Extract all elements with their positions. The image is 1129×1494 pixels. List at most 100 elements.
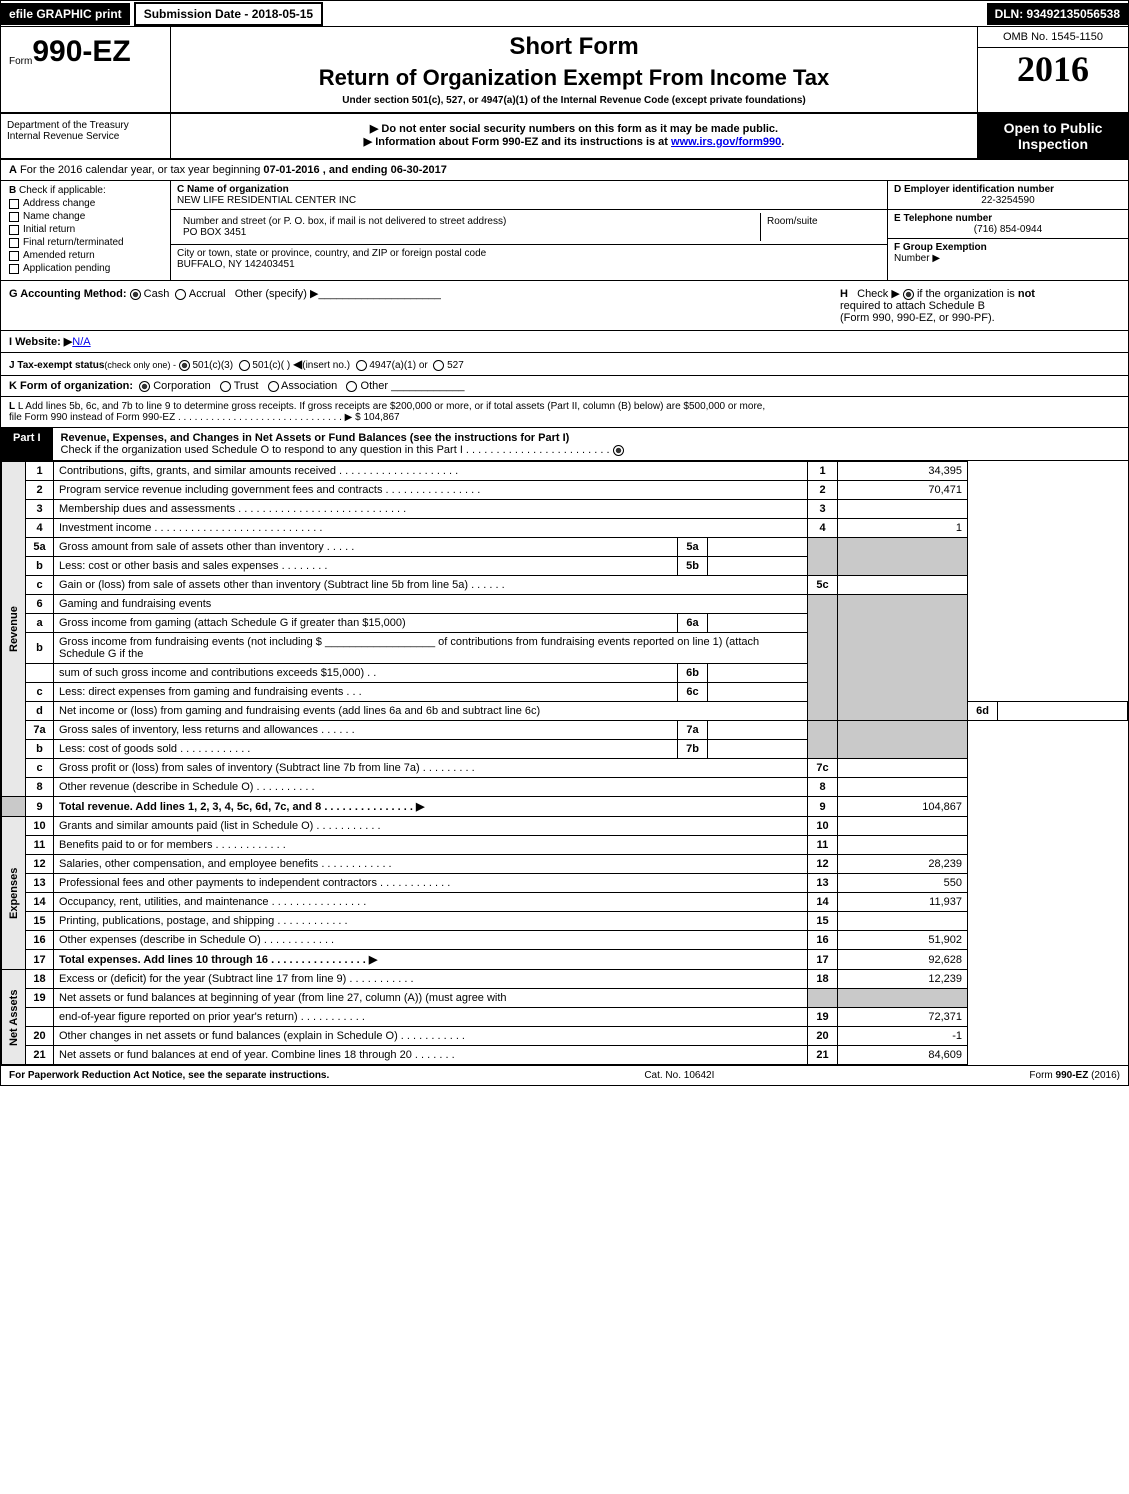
line-desc: Gross amount from sale of assets other t… (54, 538, 678, 557)
line-rnum: 21 (808, 1046, 838, 1065)
tax-year: 2016 (978, 48, 1128, 90)
section-l: L L Add lines 5b, 6c, and 7b to line 9 t… (1, 397, 1128, 428)
line-mnum: 5a (678, 538, 708, 557)
checkbox-application-pending[interactable] (9, 264, 19, 274)
line-num: b (26, 633, 54, 664)
radio-cash[interactable] (130, 289, 141, 300)
website-link[interactable]: N/A (72, 336, 90, 348)
line-mval (708, 683, 808, 702)
j-note: (check only one) - (104, 360, 176, 370)
line-rnum: 16 (808, 931, 838, 950)
line-num: 5a (26, 538, 54, 557)
line-desc: Less: cost or other basis and sales expe… (54, 557, 678, 576)
radio-corporation[interactable] (139, 381, 150, 392)
footer-mid: Cat. No. 10642I (644, 1070, 714, 1081)
line-num: 21 (26, 1046, 54, 1065)
efile-print-button[interactable]: efile GRAPHIC print (1, 3, 130, 25)
checkbox-initial-return[interactable] (9, 225, 19, 235)
line-mnum: 7a (678, 721, 708, 740)
k-opt-2: Association (281, 380, 337, 392)
b-item-0: Address change (23, 198, 95, 209)
line-num: 9 (26, 797, 54, 817)
j-opt-2: (insert no.) (302, 360, 350, 371)
line-value: 51,902 (838, 931, 968, 950)
radio-association[interactable] (268, 381, 279, 392)
line-rnum: 14 (808, 893, 838, 912)
cal-year-text-mid: , and ending (323, 164, 391, 176)
line-mval (708, 557, 808, 576)
grey-cell (838, 721, 968, 759)
checkbox-amended-return[interactable] (9, 251, 19, 261)
line-desc: Gross income from gaming (attach Schedul… (54, 614, 678, 633)
line-mnum: 6a (678, 614, 708, 633)
grey-cell (808, 595, 838, 721)
checkbox-schedule-o[interactable] (613, 445, 624, 456)
c-street-left: Number and street (or P. O. box, if mail… (177, 213, 761, 241)
grey-cell (838, 538, 968, 576)
c-room-box: Room/suite (761, 213, 881, 241)
checkbox-address-change[interactable] (9, 199, 19, 209)
line-value (838, 759, 968, 778)
radio-accrual[interactable] (175, 289, 186, 300)
line-num: 14 (26, 893, 54, 912)
period-end: 06-30-2017 (391, 164, 447, 176)
dept-line-1: Department of the Treasury (7, 120, 164, 131)
line-desc: Investment income . . . . . . . . . . . … (54, 519, 808, 538)
radio-527[interactable] (433, 360, 444, 371)
radio-501c[interactable] (239, 360, 250, 371)
d-box: D Employer identification number 22-3254… (888, 181, 1128, 210)
line-num: 1 (26, 462, 54, 481)
line-num: 12 (26, 855, 54, 874)
side-label-revenue: Revenue (2, 462, 26, 797)
section-c: C Name of organization NEW LIFE RESIDENT… (171, 181, 888, 280)
line-num: 13 (26, 874, 54, 893)
part-1-header: Part I Revenue, Expenses, and Changes in… (1, 428, 1128, 461)
b-item-5: Application pending (23, 263, 110, 274)
line-value (838, 576, 968, 595)
g-other: Other (specify) (235, 288, 307, 300)
radio-4947[interactable] (356, 360, 367, 371)
line-desc: Salaries, other compensation, and employ… (54, 855, 808, 874)
c-room-label: Room/suite (767, 216, 875, 227)
line-value: -1 (838, 1027, 968, 1046)
submission-date-button[interactable]: Submission Date - 2018-05-15 (134, 2, 323, 26)
irs-link[interactable]: www.irs.gov/form990 (671, 136, 781, 148)
line-value: 12,239 (838, 970, 968, 989)
f-label-2: Number (894, 253, 930, 264)
f-box: F Group Exemption Number (888, 239, 1128, 267)
section-k: K Form of organization: Corporation Trus… (1, 376, 1128, 397)
line-mval (708, 664, 808, 683)
sections-bcdef: B Check if applicable: Address change Na… (1, 181, 1128, 281)
h-not: not (1018, 288, 1035, 300)
line-desc: Benefits paid to or for members . . . . … (54, 836, 808, 855)
radio-501c3[interactable] (179, 360, 190, 371)
line-desc: sum of such gross income and contributio… (54, 664, 678, 683)
g-label: G Accounting Method: (9, 288, 127, 300)
label-a: A (9, 164, 17, 176)
section-j: J Tax-exempt status(check only one) - 50… (1, 353, 1128, 376)
radio-other[interactable] (346, 381, 357, 392)
section-g: G Accounting Method: Cash Accrual Other … (9, 287, 441, 324)
line-desc: Excess or (deficit) for the year (Subtra… (54, 970, 808, 989)
b-item-3: Final return/terminated (23, 237, 124, 248)
part-1-title-box: Revenue, Expenses, and Changes in Net As… (53, 428, 1128, 460)
grey-cell (808, 721, 838, 759)
side-label-netassets: Net Assets (2, 970, 26, 1065)
line-mnum: 7b (678, 740, 708, 759)
line-desc: Other changes in net assets or fund bala… (54, 1027, 808, 1046)
radio-h-check[interactable] (903, 289, 914, 300)
line-rnum: 1 (808, 462, 838, 481)
top-bar-left: efile GRAPHIC print Submission Date - 20… (1, 2, 323, 26)
form-number-box: Form990-EZ (1, 27, 171, 112)
cal-year-text-pre: For the 2016 calendar year, or tax year … (20, 164, 263, 176)
checkbox-final-return[interactable] (9, 238, 19, 248)
checkbox-name-change[interactable] (9, 212, 19, 222)
h-text-2-pre: if the organization is (917, 288, 1018, 300)
g-accrual: Accrual (189, 288, 226, 300)
form-container: efile GRAPHIC print Submission Date - 20… (0, 0, 1129, 1086)
radio-trust[interactable] (220, 381, 231, 392)
line-rnum: 3 (808, 500, 838, 519)
line-value (998, 702, 1128, 721)
grey-cell (838, 595, 968, 721)
footer-right-year: (2016) (1088, 1070, 1120, 1081)
